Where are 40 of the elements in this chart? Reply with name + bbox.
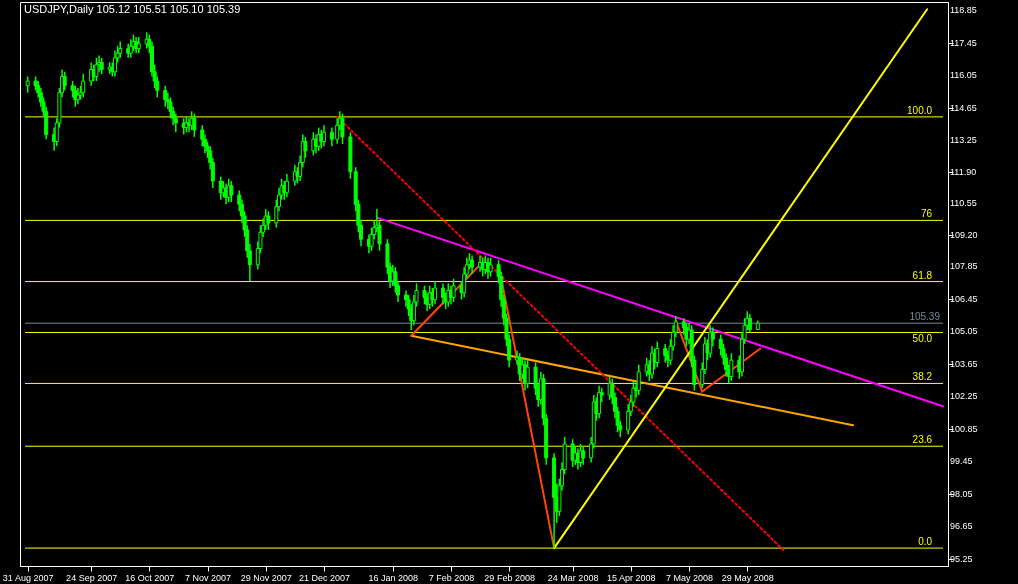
x-tick-label: 24 Sep 2007 <box>66 572 118 583</box>
x-tick-label: 7 Nov 2007 <box>185 572 232 583</box>
x-tick-label: 7 May 2008 <box>666 572 714 583</box>
x-tick-label: 24 Mar 2008 <box>547 572 599 583</box>
y-tick-label: 111.90 <box>950 166 977 177</box>
annotation: 38.2 <box>912 371 933 383</box>
annotation: 0.0 <box>918 536 933 548</box>
x-tick-label: 21 Dec 2007 <box>298 572 350 583</box>
annotation: 50.0 <box>912 333 933 345</box>
x-tick-label: 31 Aug 2007 <box>2 572 54 583</box>
ref-line-label: 105.39 <box>909 311 941 323</box>
x-tick-label: 29 Nov 2007 <box>240 572 292 583</box>
y-tick-label: 99.45 <box>950 456 973 467</box>
x-tick-label: 15 Apr 2008 <box>607 572 656 583</box>
y-tick-label: 102.25 <box>950 391 978 402</box>
annotation: 76 <box>920 208 933 220</box>
y-tick-label: 113.25 <box>950 135 977 146</box>
x-tick-label: 16 Oct 2007 <box>125 572 175 583</box>
annotation: 23.6 <box>912 434 933 446</box>
x-tick-label: 16 Jan 2008 <box>368 572 418 583</box>
y-tick-label: 106.45 <box>950 293 978 304</box>
y-tick-label: 114.65 <box>950 102 977 113</box>
y-tick-label: 95.25 <box>950 554 973 565</box>
x-tick-label: 7 Feb 2008 <box>428 572 475 583</box>
y-tick-label: 107.85 <box>950 260 978 271</box>
annotation: 100.0 <box>907 104 933 116</box>
y-tick-label: 105.05 <box>950 326 978 337</box>
x-tick-label: 29 May 2008 <box>721 572 774 583</box>
y-tick-label: 117.45 <box>950 37 977 48</box>
x-tick-label: 29 Feb 2008 <box>484 572 535 583</box>
y-tick-label: 96.65 <box>950 521 973 532</box>
annotation: 61.8 <box>912 269 933 281</box>
y-tick-label: 103.65 <box>950 358 978 369</box>
y-tick-label: 109.20 <box>950 229 978 240</box>
y-tick-label: 110.55 <box>950 198 977 209</box>
y-tick-label: 116.05 <box>950 70 977 81</box>
y-tick-label: 100.85 <box>950 423 978 434</box>
y-tick-label: 98.05 <box>950 488 973 499</box>
chart-title: USDJPY,Daily 105.12 105.51 105.10 105.39 <box>24 3 241 15</box>
y-tick-label: 118.85 <box>950 5 977 16</box>
